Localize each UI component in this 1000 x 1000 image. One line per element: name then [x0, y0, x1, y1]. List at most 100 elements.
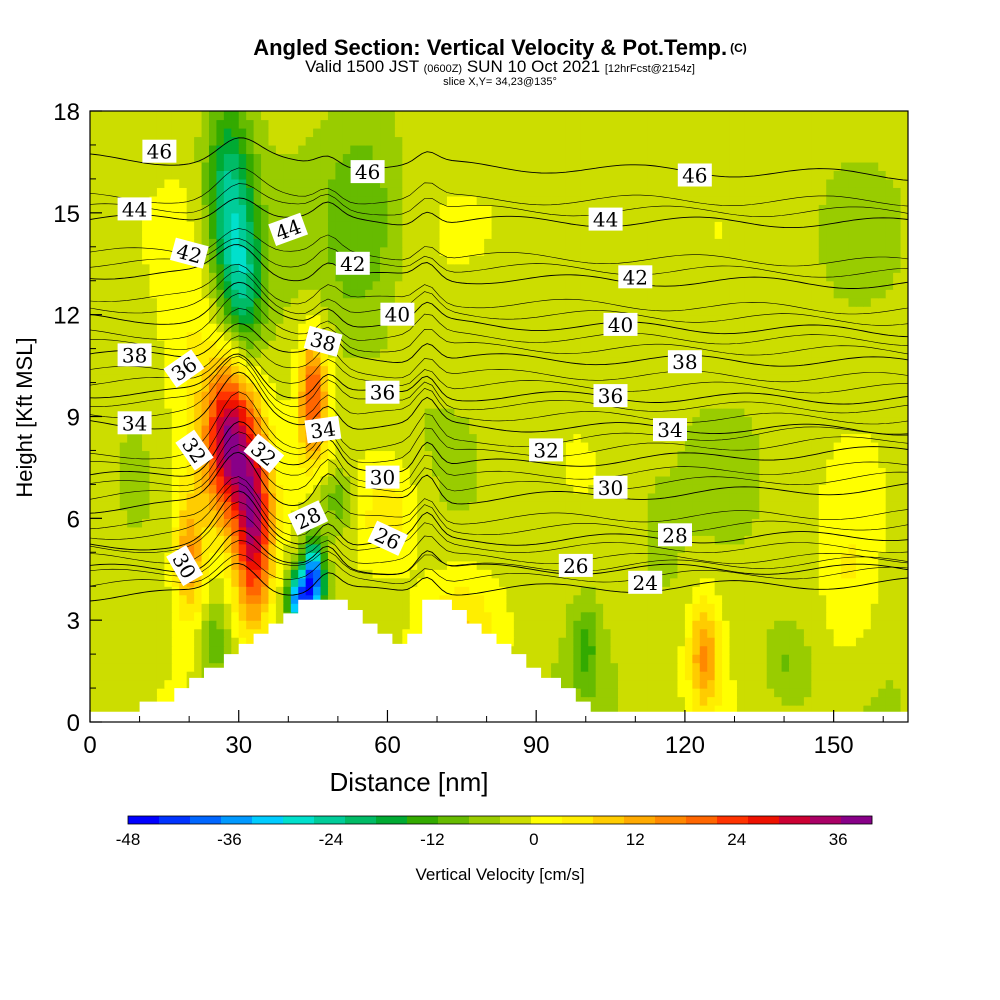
velocity-cell — [684, 382, 693, 392]
velocity-cell — [156, 509, 165, 519]
velocity-cell — [424, 594, 433, 604]
velocity-cell — [134, 535, 143, 545]
velocity-cell — [536, 408, 545, 418]
velocity-cell — [632, 637, 641, 647]
velocity-cell — [588, 586, 597, 596]
velocity-cell — [350, 569, 359, 579]
velocity-cell — [863, 637, 872, 647]
velocity-cell — [684, 391, 693, 401]
velocity-cell — [677, 509, 686, 519]
velocity-cell — [885, 450, 894, 460]
velocity-cell — [90, 450, 99, 460]
velocity-cell — [290, 594, 299, 604]
velocity-cell — [402, 382, 411, 392]
velocity-cell — [201, 458, 210, 469]
velocity-cell — [194, 382, 203, 392]
velocity-cell — [409, 458, 418, 469]
velocity-cell — [714, 569, 723, 579]
velocity-cell — [870, 518, 879, 528]
velocity-cell — [164, 628, 173, 638]
velocity-cell — [97, 628, 106, 638]
velocity-cell — [863, 586, 872, 596]
velocity-cell — [662, 654, 671, 664]
velocity-cell — [268, 594, 277, 604]
velocity-cell — [707, 365, 716, 375]
velocity-cell — [781, 357, 790, 367]
velocity-cell — [134, 628, 143, 638]
velocity-cell — [246, 365, 255, 375]
velocity-cell — [417, 399, 426, 409]
velocity-cell — [186, 611, 195, 621]
velocity-cell — [670, 399, 679, 409]
velocity-cell — [610, 696, 619, 706]
velocity-cell — [811, 603, 820, 613]
velocity-cell — [402, 611, 411, 621]
velocity-cell — [848, 475, 857, 485]
velocity-cell — [439, 518, 448, 528]
velocity-cell — [142, 552, 151, 562]
velocity-cell — [365, 577, 374, 587]
velocity-cell — [610, 543, 619, 553]
velocity-cell — [625, 518, 634, 528]
velocity-cell — [142, 569, 151, 579]
velocity-cell — [186, 586, 195, 596]
velocity-cell — [595, 662, 604, 672]
velocity-cell — [409, 416, 418, 426]
velocity-cell — [833, 696, 842, 706]
velocity-cell — [558, 340, 567, 350]
velocity-cell — [208, 577, 218, 587]
velocity-cell — [565, 611, 574, 621]
velocity-cell — [878, 552, 887, 562]
velocity-cell — [417, 441, 426, 452]
velocity-cell — [194, 408, 203, 418]
velocity-cell — [722, 424, 731, 435]
velocity-cell — [766, 441, 775, 452]
velocity-cell — [878, 475, 887, 485]
velocity-cell — [781, 399, 790, 409]
velocity-cell — [491, 594, 500, 604]
velocity-cell — [171, 509, 180, 519]
velocity-cell — [149, 441, 158, 452]
velocity-cell — [632, 594, 641, 604]
velocity-cell — [461, 484, 470, 494]
velocity-cell — [387, 348, 396, 358]
velocity-cell — [707, 416, 716, 426]
velocity-cell — [164, 416, 173, 426]
velocity-cell — [640, 348, 649, 358]
velocity-cell — [796, 501, 805, 511]
velocity-cell — [194, 645, 203, 655]
velocity-cell — [803, 688, 812, 698]
velocity-cell — [313, 526, 322, 536]
velocity-cell — [119, 671, 128, 681]
velocity-cell — [134, 450, 143, 460]
velocity-cell — [506, 611, 515, 621]
velocity-cell — [818, 679, 827, 689]
velocity-cell — [684, 450, 693, 460]
velocity-cell — [722, 501, 731, 511]
velocity-cell — [90, 399, 99, 409]
velocity-cell — [796, 688, 805, 698]
zulu-time: (0600Z) — [423, 63, 463, 75]
velocity-cell — [454, 374, 463, 384]
velocity-cell — [201, 348, 210, 358]
velocity-cell — [469, 526, 478, 536]
velocity-cell — [342, 365, 351, 375]
velocity-cell — [632, 662, 641, 672]
velocity-cell — [164, 526, 173, 536]
velocity-cell — [811, 348, 820, 358]
velocity-cell — [432, 484, 441, 494]
velocity-cell — [796, 535, 805, 545]
velocity-cell — [811, 374, 820, 384]
velocity-cell — [655, 382, 664, 392]
velocity-cell — [350, 382, 359, 392]
velocity-cell — [350, 586, 359, 596]
velocity-cell — [818, 501, 827, 511]
velocity-cell — [893, 518, 902, 528]
velocity-cell — [261, 467, 270, 477]
velocity-cell — [409, 628, 418, 638]
velocity-cell — [647, 671, 656, 681]
velocity-cell — [729, 450, 738, 460]
velocity-cell — [409, 501, 418, 511]
velocity-cell — [677, 662, 686, 672]
velocity-cell — [335, 569, 344, 579]
